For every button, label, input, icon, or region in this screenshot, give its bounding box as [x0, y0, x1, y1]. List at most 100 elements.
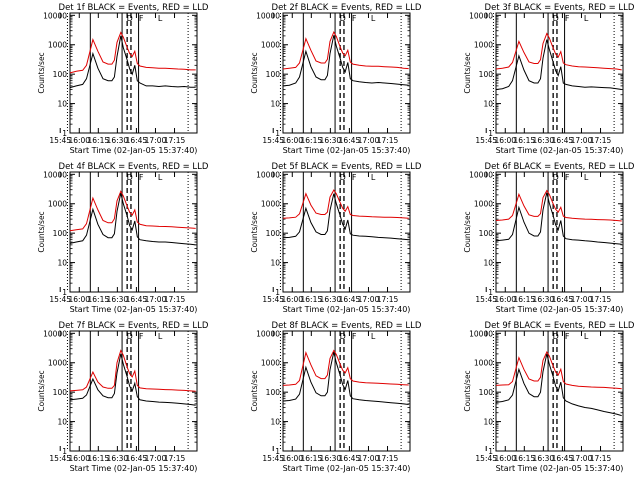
y-axis-label: Counts/sec [37, 211, 46, 252]
top-marker-label: D [553, 332, 559, 341]
y-tick-label: 1000 [474, 41, 493, 50]
x-tick-label: 17:15 [377, 295, 399, 304]
y-tick-label: 10 [483, 259, 493, 268]
top-marker-label: L [158, 332, 163, 341]
y-axis-label: Counts/sec [463, 370, 472, 411]
y-tick-label: 10 [57, 418, 67, 427]
y-tick-label: 10 [57, 259, 67, 268]
y-tick-label: 100 [266, 388, 281, 397]
panel-det-3: Det 3f BLACK = Events, RED = LLD 1 10 100 10… [463, 3, 635, 155]
y-tick-label: 10000 [256, 329, 280, 338]
x-axis-label: Start Time (02-Jan-05 15:37:40) [70, 305, 198, 314]
y-tick-label: 10000 [256, 170, 280, 179]
panel-det-5: Det 5f BLACK = Events, RED = LLD11010010… [250, 162, 422, 314]
series-line-lld [283, 351, 409, 386]
series-line-events [70, 354, 196, 405]
series-line-lld [283, 32, 409, 69]
y-tick-label: 1000 [48, 200, 67, 209]
y-tick-label: 100 [53, 70, 68, 79]
y-tick-label: 10 [270, 100, 280, 109]
y-tick-label: 10000 [469, 329, 493, 338]
plot-frame [70, 13, 197, 133]
y-tick-label: 10000 [43, 11, 67, 20]
y-tick-label: 10 [483, 418, 493, 427]
series-line-lld [496, 191, 622, 221]
series-line-events [283, 352, 409, 404]
top-marker-label: F [139, 173, 144, 182]
detector-lightcurve-grid: Det 1f BLACK = Events, RED = LLD11010010… [0, 0, 640, 480]
y-tick-label: 1000 [261, 41, 280, 50]
x-tick-label: 17:15 [164, 295, 186, 304]
x-tick-label: 17:15 [164, 136, 186, 145]
y-tick-label: 100 [479, 229, 494, 238]
top-marker-label: F [139, 332, 144, 341]
y-tick-label: 10000 [43, 329, 67, 338]
top-marker-label: D [553, 173, 559, 182]
y-tick-label: 1000 [261, 200, 280, 209]
x-tick-label: 17:15 [377, 454, 399, 463]
x-tick-label: 17:15 [590, 295, 612, 304]
top-marker-label: L [371, 14, 376, 23]
top-marker-label: D [340, 332, 346, 341]
panel-title: Det 7f BLACK = Events, RED = LLD [59, 321, 209, 331]
x-tick-label: 17:15 [590, 454, 612, 463]
y-tick-label: 100 [53, 388, 68, 397]
plot-frame [496, 331, 623, 451]
y-tick-label: 1000 [48, 41, 67, 50]
x-axis-label: Start Time (02-Jan-05 15:37:40) [496, 305, 624, 314]
top-marker-label: D [127, 173, 133, 182]
y-tick-label: 100 [479, 70, 494, 79]
series-line-lld [496, 34, 622, 70]
y-tick-label: 100 [266, 229, 281, 238]
y-axis-label: Counts/sec [250, 370, 259, 411]
plot-frame [283, 172, 410, 292]
plot-frame [70, 331, 197, 451]
x-axis-label: Start Time (02-Jan-05 15:37:40) [496, 464, 624, 473]
top-marker-label: L [584, 332, 589, 341]
panel-det-1: Det 1f BLACK = Events, RED = LLD11010010… [37, 3, 209, 155]
panel-title: Det 9f BLACK = Events, RED = LLD [485, 321, 635, 331]
panel-det-2: Det 2f BLACK = Events, RED = LLD 1 10 100 10… [250, 3, 422, 155]
x-axis-label: Start Time (02-Jan-05 15:37:40) [70, 464, 198, 473]
series-line-events [283, 35, 409, 86]
y-axis-label: Counts/sec [463, 52, 472, 93]
top-marker-label: L [584, 173, 589, 182]
panel-title: Det 6f BLACK = Events, RED = LLD [485, 162, 635, 172]
y-tick-label: 10000 [469, 170, 493, 179]
series-line-events [70, 36, 196, 88]
series-line-lld [70, 33, 196, 73]
top-marker-label: F [139, 14, 144, 23]
panel-det-6: Det 6f BLACK = Events, RED = LLD11010010… [463, 162, 635, 314]
panel-title: Det 2f BLACK = Events, RED = LLD [272, 3, 422, 13]
y-tick-label: 10 [270, 259, 280, 268]
y-axis-label: Counts/sec [463, 211, 472, 252]
plot-frame [496, 13, 623, 133]
top-marker-label: L [158, 173, 163, 182]
x-axis-label: Start Time (02-Jan-05 15:37:40) [70, 146, 198, 155]
panel-title: Det 1f BLACK = Events, RED = LLD [59, 3, 209, 13]
x-axis-label: Start Time (02-Jan-05 15:37:40) [283, 464, 411, 473]
plot-frame [70, 172, 197, 292]
y-tick-label: 10000 [43, 170, 67, 179]
x-tick-label: 17:15 [377, 136, 399, 145]
y-tick-label: 10000 [469, 11, 493, 20]
panel-title: Det 3f BLACK = Events, RED = LLD [485, 3, 635, 13]
y-tick-label: 1000 [474, 359, 493, 368]
top-marker-label: D [127, 14, 133, 23]
y-tick-label: 1000 [261, 359, 280, 368]
y-axis-label: Counts/sec [37, 370, 46, 411]
series-line-lld [496, 352, 622, 389]
panel-title: Det 8f BLACK = Events, RED = LLD [272, 321, 422, 331]
top-marker-label: L [584, 14, 589, 23]
plot-frame [283, 13, 410, 133]
top-marker-label: D [340, 14, 346, 23]
series-line-events [496, 40, 622, 90]
top-marker-label: L [158, 14, 163, 23]
y-tick-label: 100 [53, 229, 68, 238]
y-tick-label: 1000 [48, 359, 67, 368]
plot-frame [496, 172, 623, 292]
y-tick-label: 100 [479, 388, 494, 397]
y-axis-label: Counts/sec [37, 52, 46, 93]
top-marker-label: D [127, 332, 133, 341]
top-marker-label: L [371, 173, 376, 182]
